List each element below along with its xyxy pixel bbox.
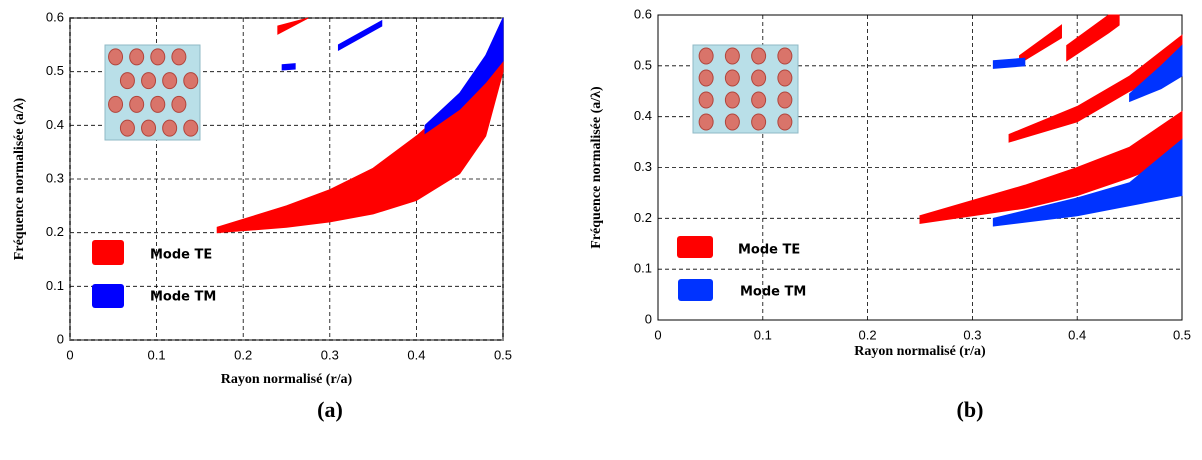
y-tick-label: 0: [645, 311, 652, 326]
y-tick-label: 0.1: [634, 261, 652, 276]
inset-rod: [129, 95, 145, 113]
y-tick-label: 0.2: [634, 210, 652, 225]
inset-rod: [777, 47, 793, 65]
inset-rod: [108, 48, 124, 66]
panel-caption: (b): [957, 397, 984, 422]
inset-rod: [119, 72, 135, 90]
gap-region: [337, 19, 383, 52]
inset-rod: [129, 48, 145, 66]
x-axis-label: Rayon normalisé (r/a): [221, 372, 353, 387]
legend-swatch: [92, 284, 124, 308]
y-tick-label: 0: [57, 331, 64, 346]
y-tick-label: 0.4: [634, 108, 652, 123]
gap-region: [919, 110, 1183, 224]
inset-rod: [183, 72, 199, 90]
gap-region: [424, 17, 504, 135]
y-axis-label: Fréquence normalisée (a/λ): [589, 86, 604, 249]
y-tick-label: 0.6: [634, 6, 652, 21]
gap-region: [992, 138, 1183, 227]
gap-region: [1129, 44, 1183, 103]
x-tick-label: 0.3: [963, 327, 981, 342]
x-tick-label: 0.1: [148, 347, 166, 362]
inset-rod: [698, 113, 714, 131]
y-tick-label: 0.6: [46, 9, 64, 24]
inset-rod: [724, 91, 740, 109]
y-tick-label: 0.1: [46, 278, 64, 293]
inset-rod: [698, 91, 714, 109]
gap-region: [277, 17, 309, 35]
gap-region: [1008, 34, 1183, 143]
y-axis-label: Fréquence normalisée (a/λ): [12, 97, 27, 260]
inset-rod: [119, 119, 135, 137]
inset-rod: [150, 95, 166, 113]
legend-label: Mode TE: [150, 248, 212, 263]
inset-rod: [777, 91, 793, 109]
inset-rod: [698, 69, 714, 87]
x-tick-label: 0.2: [859, 327, 877, 342]
inset-rod: [171, 95, 187, 113]
inset-rod: [141, 72, 157, 90]
y-tick-label: 0.3: [46, 170, 64, 185]
inset-rod: [777, 113, 793, 131]
panel-caption: (a): [317, 397, 343, 422]
y-tick-label: 0.5: [634, 57, 652, 72]
y-tick-label: 0.3: [634, 159, 652, 174]
x-tick-label: 0.3: [321, 347, 339, 362]
y-tick-label: 0.5: [46, 63, 64, 78]
x-axis-label: Rayon normalisé (r/a): [854, 344, 986, 359]
legend-swatch: [678, 279, 713, 301]
panel: 0 0.1 0.2 0.3 0.4 0.5 0 0.1 0.2 0.3 0.4 0.5 0.6 Mode …: [12, 9, 512, 422]
inset-rod: [183, 119, 199, 137]
inset-rod: [162, 72, 178, 90]
legend-label: Mode TM: [740, 285, 806, 300]
inset-rod: [751, 91, 767, 109]
x-tick-label: 0: [66, 347, 73, 362]
inset-rod: [698, 47, 714, 65]
legend-label: Mode TM: [150, 290, 216, 305]
inset-rod: [751, 47, 767, 65]
x-tick-label: 0.5: [1173, 327, 1191, 342]
gap-region: [1066, 14, 1120, 62]
inset-rod: [751, 69, 767, 87]
inset-rod: [751, 113, 767, 131]
inset-rod: [724, 113, 740, 131]
legend-label: Mode TE: [738, 243, 800, 258]
x-tick-label: 0.5: [494, 347, 512, 362]
inset-rod: [724, 69, 740, 87]
inset-rod: [162, 119, 178, 137]
y-tick-label: 0.2: [46, 224, 64, 239]
x-tick-label: 0.1: [754, 327, 772, 342]
x-tick-label: 0.2: [234, 347, 252, 362]
legend-swatch: [92, 240, 124, 265]
gap-region: [281, 63, 296, 71]
x-tick-label: 0: [654, 327, 661, 342]
x-tick-label: 0.4: [1068, 327, 1086, 342]
panel: 0 0.1 0.2 0.3 0.4 0.5 0 0.1 0.2 0.3 0.4 0.5 0.6 Mode …: [589, 6, 1191, 422]
inset-rod: [108, 95, 124, 113]
inset-rod: [141, 119, 157, 137]
inset-rod: [150, 48, 166, 66]
x-tick-label: 0.4: [407, 347, 425, 362]
inset-rod: [171, 48, 187, 66]
legend-swatch: [677, 236, 713, 258]
y-tick-label: 0.4: [46, 117, 64, 132]
inset-rod: [724, 47, 740, 65]
inset-rod: [777, 69, 793, 87]
gap-region: [992, 57, 1026, 69]
